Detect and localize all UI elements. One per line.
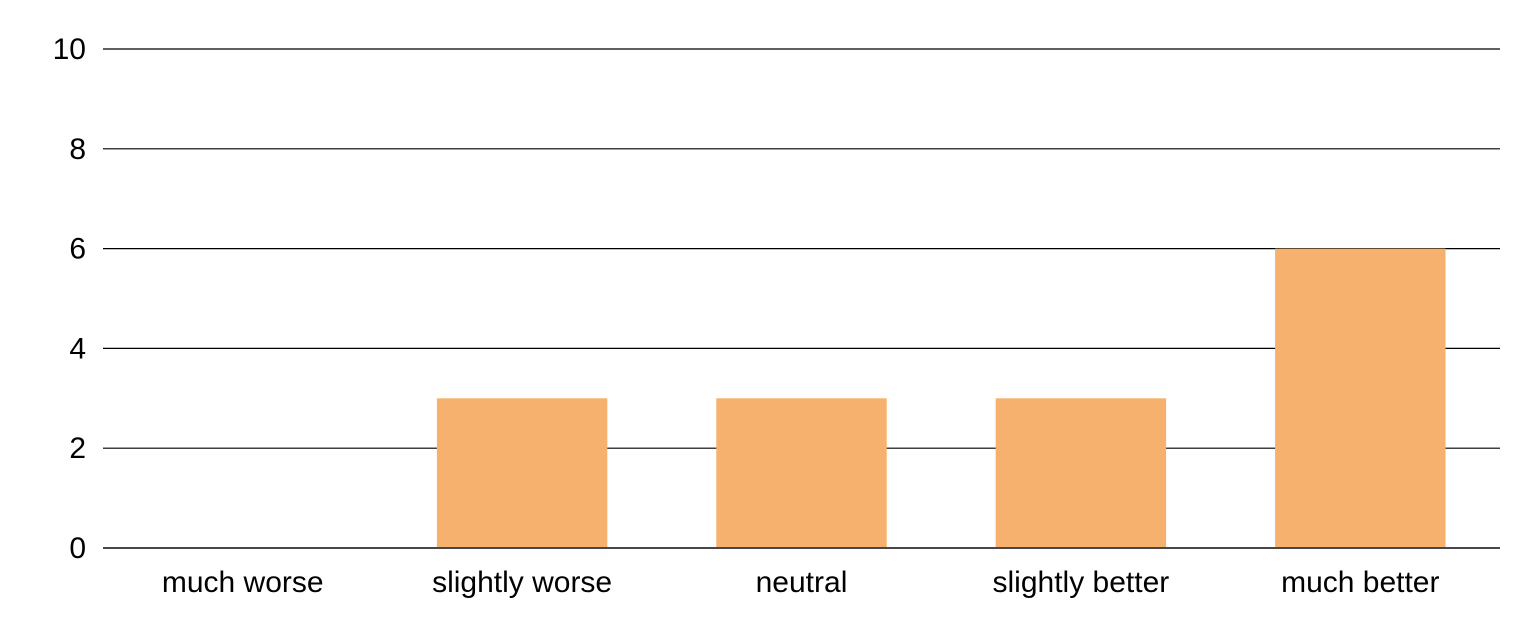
bar-slightly-worse <box>436 398 608 548</box>
y-tick-label: 4 <box>69 332 86 365</box>
bar-slightly-better <box>995 398 1167 548</box>
y-tick-label: 10 <box>53 33 86 66</box>
y-tick-label: 0 <box>69 532 86 565</box>
bars <box>436 248 1446 548</box>
x-tick-label: neutral <box>756 566 848 599</box>
y-axis-ticks: 0 2 4 6 8 10 <box>53 33 86 565</box>
bar-much-better <box>1275 248 1446 548</box>
x-axis-ticks: much worse slightly worse neutral slightly … <box>103 547 1500 599</box>
y-tick-label: 2 <box>69 432 86 465</box>
x-tick-label: much worse <box>162 566 324 599</box>
x-tick-label: much better <box>1281 566 1439 599</box>
bar-neutral <box>716 398 887 548</box>
x-tick-label: slightly better <box>993 566 1170 599</box>
y-tick-label: 8 <box>69 133 86 166</box>
y-tick-label: 6 <box>69 233 86 266</box>
x-tick-label: slightly worse <box>432 566 612 599</box>
